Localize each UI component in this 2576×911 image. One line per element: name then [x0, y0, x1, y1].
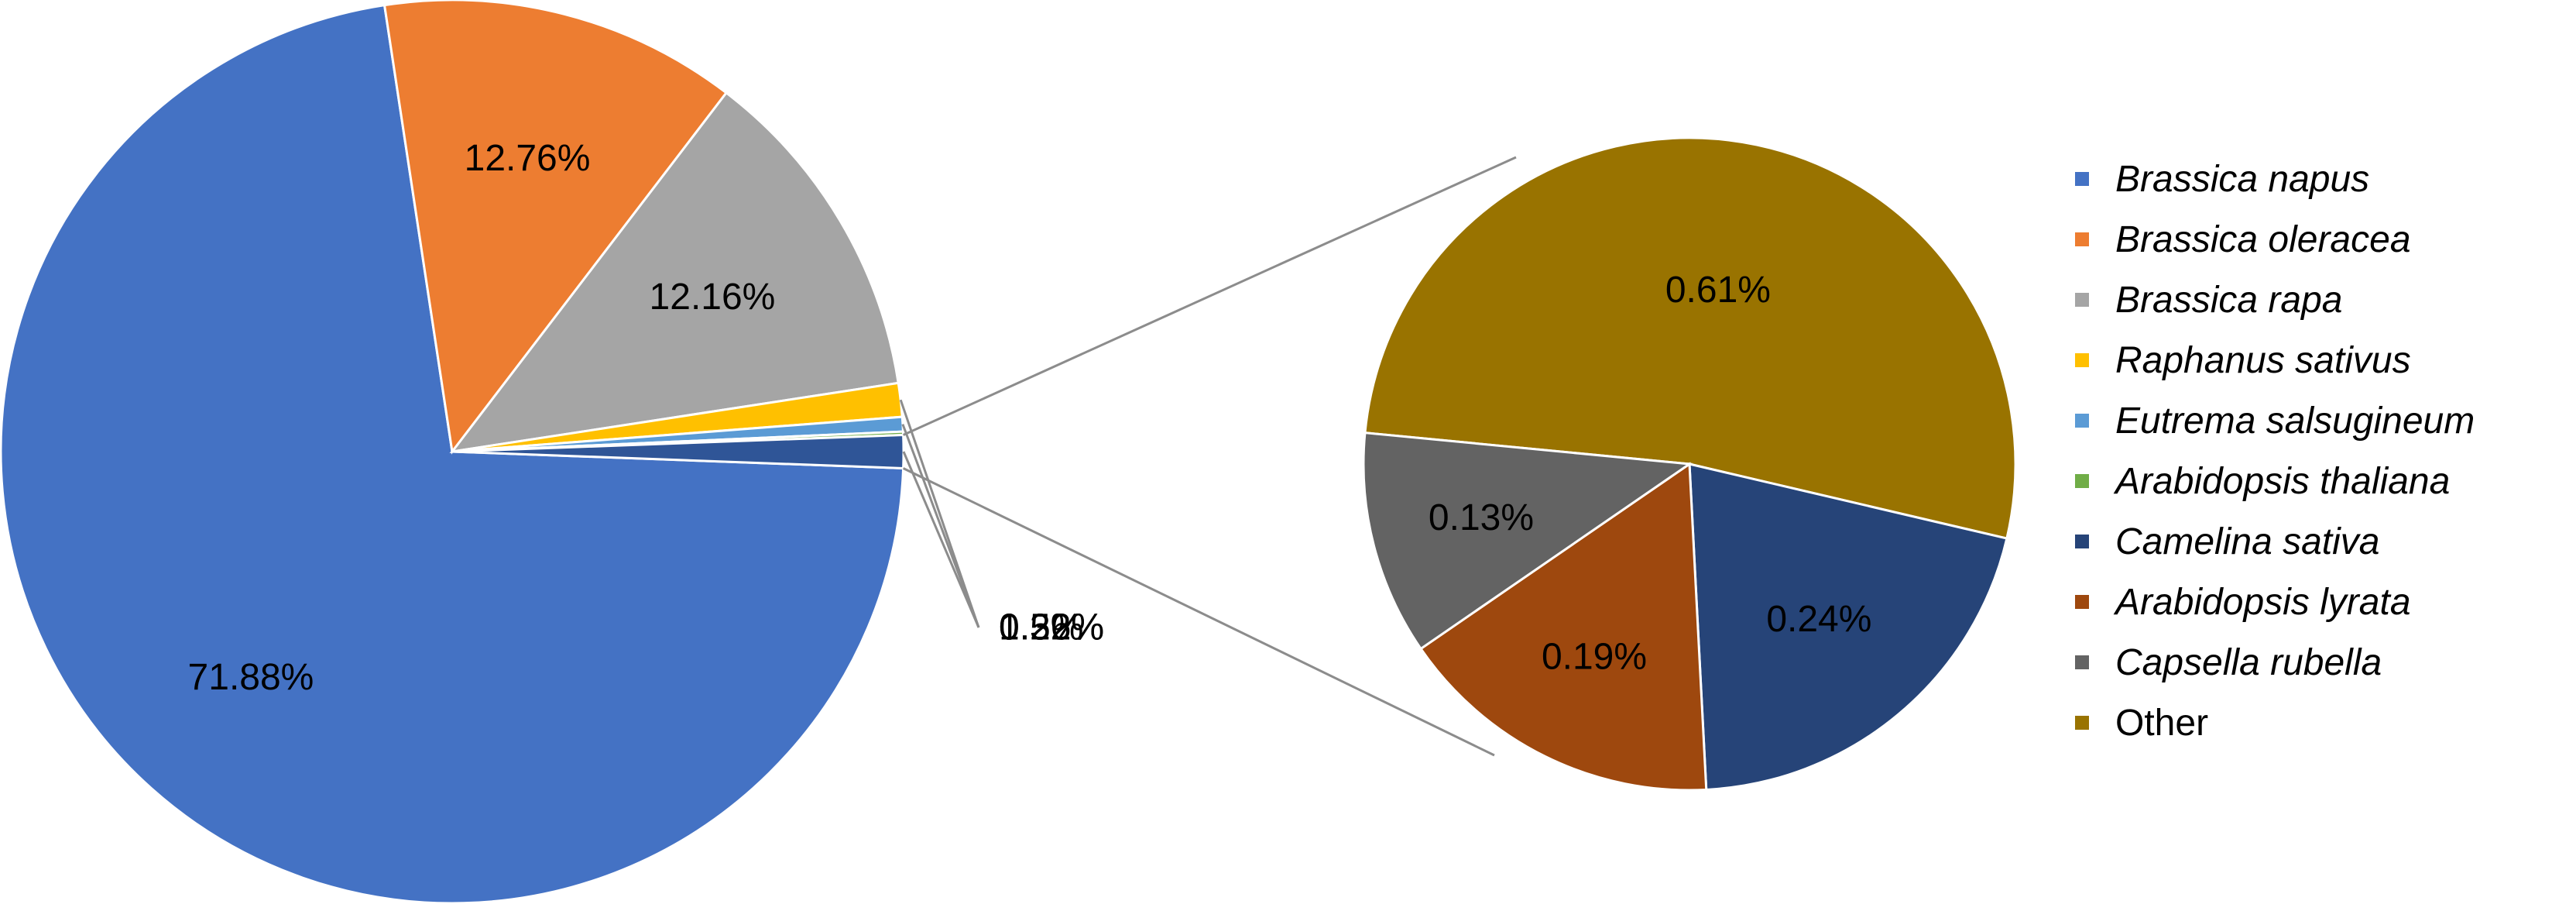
data-label-main-brassica-oleracea: 12.76% — [465, 138, 591, 179]
legend-swatch — [2075, 293, 2089, 307]
legend-swatch — [2075, 414, 2089, 428]
main-slice-other — [451, 433, 905, 470]
legend-item-brassica-rapa: Brassica rapa — [2075, 270, 2475, 330]
legend-swatch — [2075, 232, 2089, 246]
legend-item-raphanus-sativus: Raphanus sativus — [2075, 330, 2475, 390]
legend-label: Arabidopsis lyrata — [2115, 581, 2411, 623]
legend-item-brassica-oleracea: Brassica oleracea — [2075, 209, 2475, 270]
data-labels: 71.88% 12.76% 12.16% 1.2%0.52%0.36% 0.61% 0.2… — [188, 138, 1872, 698]
data-label-main-eutrema-salsugineum: 0.52% — [999, 607, 1104, 648]
legend-item-brassica-napus: Brassica napus — [2075, 149, 2475, 209]
legend-label: Eutrema salsugineum — [2115, 400, 2475, 442]
legend-item-arabidopsis-lyrata: Arabidopsis lyrata — [2075, 572, 2475, 632]
legend-label: Raphanus sativus — [2115, 339, 2411, 381]
legend-label: Brassica oleracea — [2115, 218, 2411, 260]
connector-line-top — [902, 156, 1517, 436]
legend-label: Arabidopsis thaliana — [2115, 460, 2451, 502]
secondary-slice-capsella-rubella — [1362, 431, 1693, 651]
legend-item-camelina-sativa: Camelina sativa — [2075, 511, 2475, 572]
data-label-secondary-other: 0.61% — [1665, 270, 1771, 311]
data-label-secondary-arabidopsis-lyrata: 0.19% — [1542, 637, 1647, 678]
connector-lines — [902, 156, 1517, 757]
legend-label: Brassica rapa — [2115, 279, 2343, 321]
legend-label: Other — [2115, 702, 2209, 744]
data-label-main-raphanus-sativus: 1.2% — [999, 607, 1083, 648]
legend-swatch — [2075, 716, 2089, 730]
legend-item-eutrema-salsugineum: Eutrema salsugineum — [2075, 390, 2475, 451]
leader-line-other — [902, 451, 980, 628]
legend-item-arabidopsis-thaliana: Arabidopsis thaliana — [2075, 451, 2475, 511]
legend-label: Camelina sativa — [2115, 521, 2380, 562]
main-slice-brassica-napus — [0, 3, 905, 905]
legend-label: Capsella rubella — [2115, 641, 2382, 683]
legend-swatch — [2075, 172, 2089, 186]
secondary-slice-camelina-sativa — [1688, 462, 2008, 792]
legend-swatch — [2075, 353, 2089, 367]
legend-swatch — [2075, 655, 2089, 669]
legend-label: Brassica napus — [2115, 158, 2370, 200]
legend-swatch — [2075, 474, 2089, 488]
legend-swatch — [2075, 595, 2089, 609]
leader-line-eutrema-salsugineum — [901, 424, 980, 628]
connector-line-bottom — [902, 467, 1495, 757]
data-label-main-brassica-napus: 71.88% — [188, 657, 314, 698]
secondary-slice-other — [1363, 136, 2017, 540]
main-slice-brassica-oleracea — [382, 0, 729, 455]
legend-swatch — [2075, 535, 2089, 548]
main-pie — [0, 0, 905, 905]
legend: Brassica napus Brassica oleracea Brassica … — [2075, 149, 2475, 753]
data-label-main-brassica-rapa: 12.16% — [650, 277, 776, 318]
data-label-secondary-capsella-rubella: 0.13% — [1429, 497, 1534, 538]
data-label-main-other: 0.36% — [999, 607, 1104, 648]
legend-item-other: Other — [2075, 693, 2475, 753]
main-slice-brassica-rapa — [449, 91, 900, 454]
secondary-pie — [1362, 136, 2017, 792]
data-label-secondary-camelina-sativa: 0.24% — [1766, 599, 1871, 640]
legend-item-capsella-rubella: Capsella rubella — [2075, 632, 2475, 693]
secondary-slice-arabidopsis-lyrata — [1418, 462, 1708, 792]
